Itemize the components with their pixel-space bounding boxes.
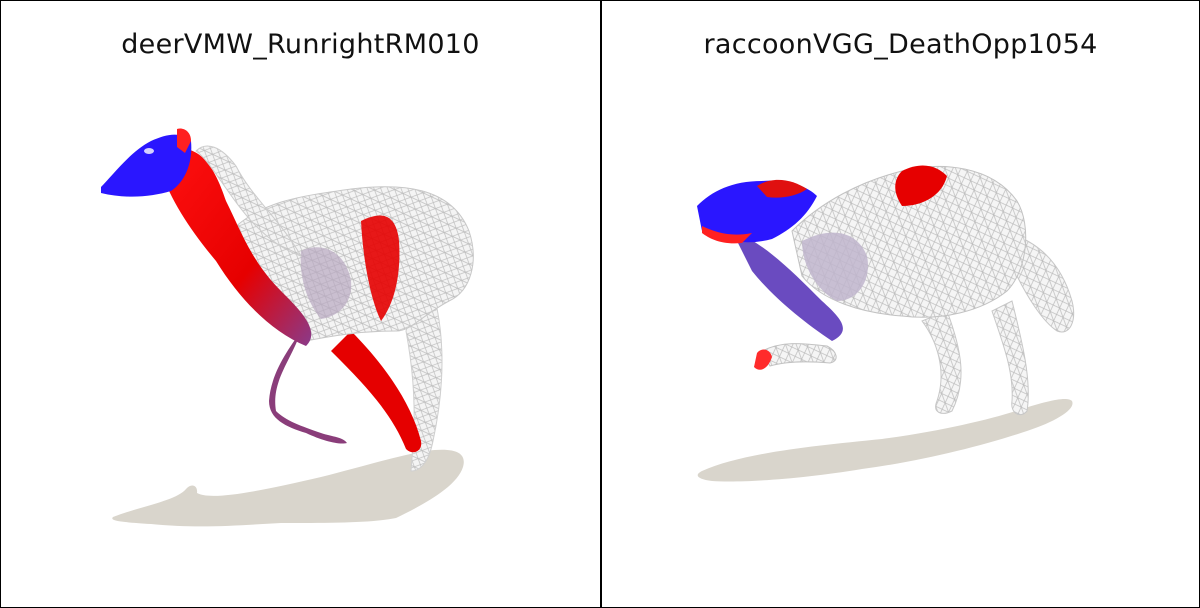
ground-shadow [112,449,464,527]
panel-title: deerVMW_RunrightRM010 [121,29,480,60]
panel-left: deerVMW_RunrightRM010 [1,1,600,607]
ground-shadow [697,398,1073,482]
raccoon-mesh-render [697,165,1075,482]
panel-right: raccoonVGG_DeathOpp1054 [600,1,1199,607]
deer-mesh-render [101,128,474,527]
panel-title: raccoonVGG_DeathOpp1054 [703,29,1098,60]
